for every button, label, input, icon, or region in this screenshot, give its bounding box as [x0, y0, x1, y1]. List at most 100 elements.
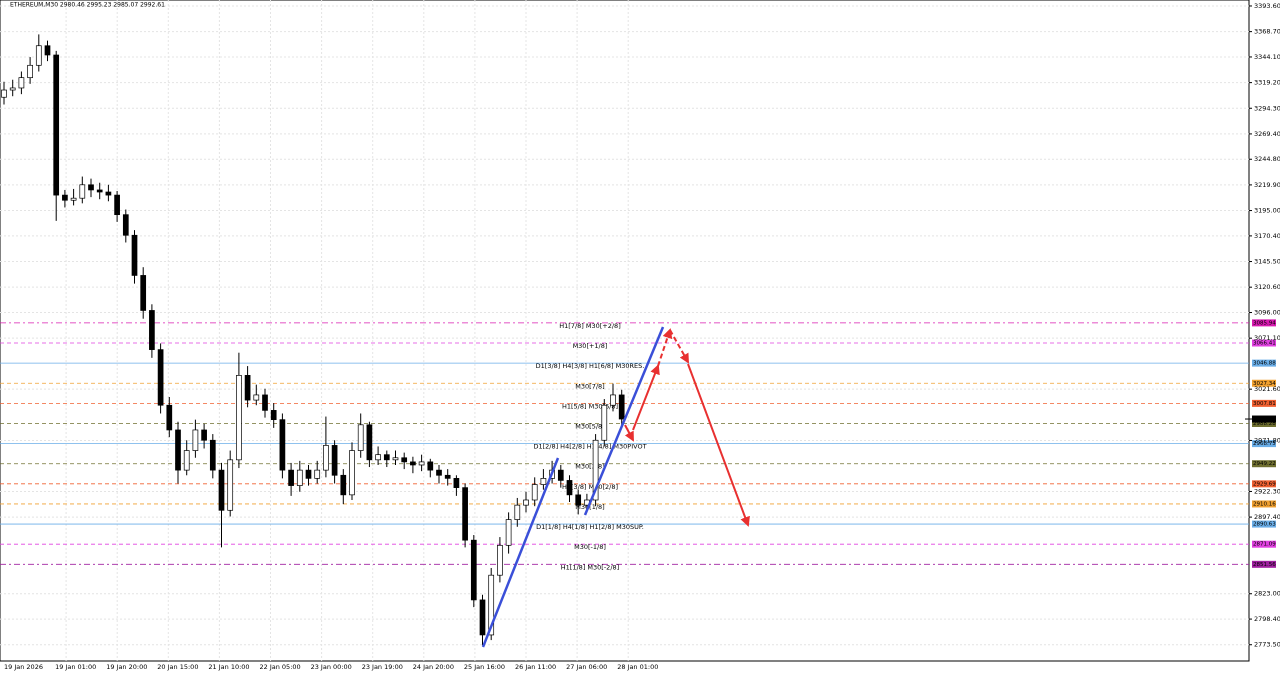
price-tag: [1252, 399, 1276, 407]
y-tick-label: 3071.10: [1254, 334, 1280, 342]
candle-body: [444, 474, 451, 479]
price-tag: [1252, 339, 1276, 347]
candle-body: [105, 191, 112, 196]
candle-body: [575, 494, 582, 506]
y-tick-label: 2971.80: [1254, 436, 1280, 444]
price-tag-label: 2851.56: [1253, 562, 1276, 568]
trend-line: [481, 457, 560, 648]
y-tick-label: 3368.70: [1254, 28, 1280, 36]
candle-body: [592, 439, 599, 501]
y-tick-label: 3294.30: [1254, 104, 1280, 112]
candle-body: [366, 424, 373, 461]
y-tick-label: 3096.00: [1254, 309, 1280, 317]
plot-area: [0, 0, 1250, 662]
candle-body: [96, 189, 103, 193]
candle-body: [340, 474, 347, 496]
arrow: [632, 364, 660, 431]
candle-body: [27, 64, 33, 79]
candle-body: [401, 457, 408, 463]
candle-body: [531, 484, 538, 501]
y-tick-label: 3269.40: [1254, 130, 1280, 138]
price-tag-label: 2949.22: [1253, 461, 1276, 467]
price-tag: [1252, 460, 1276, 468]
candle-body: [357, 424, 364, 451]
candle-body: [314, 469, 321, 479]
y-tick-label: 3170.40: [1254, 232, 1280, 240]
candle-body: [566, 480, 573, 496]
candle-body: [540, 478, 547, 485]
candle-body: [470, 539, 477, 601]
arrow: [687, 363, 750, 527]
candle-body: [157, 349, 164, 406]
price-tag: [1252, 500, 1276, 508]
candle-body: [418, 461, 425, 466]
price-tag-label: 3027.34: [1253, 381, 1276, 387]
candle-body: [244, 375, 251, 401]
candle-body: [183, 450, 190, 471]
candle-body: [410, 461, 416, 466]
y-tick-label: 2823.00: [1254, 590, 1280, 598]
x-tick-label: 20 Jan 15:00: [157, 663, 198, 671]
price-tag: [1252, 540, 1276, 548]
price-tag: [1252, 440, 1276, 448]
candle-body: [497, 544, 503, 576]
level-label: M30[5/8]: [575, 422, 604, 430]
candle-body: [323, 445, 329, 471]
y-tick-label: 3195.00: [1254, 207, 1280, 215]
candle-body: [44, 45, 51, 56]
candle-body: [35, 45, 42, 66]
trend-line: [583, 326, 665, 516]
x-tick-label: 19 Jan 20:00: [106, 663, 147, 671]
price-tag: [1252, 520, 1276, 528]
level-label: H1[1/8] M30[-2/8]: [561, 563, 619, 571]
price-tag-label: 3066.41: [1253, 341, 1276, 347]
candle-body: [218, 469, 225, 511]
arrow: [669, 329, 689, 364]
level-label: D1[3/8] H4[3/8] H1[6/8] M30RES.: [536, 362, 645, 370]
candle-body: [505, 519, 512, 546]
candle-body: [288, 469, 294, 486]
candle-body: [88, 184, 94, 191]
y-tick-label: 3393.60: [1254, 2, 1280, 10]
price-tag-label: 2929.69: [1253, 481, 1276, 487]
price-tag-label: 2910.16: [1253, 501, 1276, 507]
x-tick-label: 24 Jan 20:00: [413, 663, 454, 671]
chart-title: ETHEREUM,M30 2980.46 2995.23 2985.07 299…: [10, 2, 165, 9]
y-tick-label: 3244.80: [1254, 155, 1280, 163]
price-tag-label: 2890.63: [1253, 522, 1276, 528]
candle-body: [262, 394, 268, 411]
x-tick-label: 28 Jan 01:00: [617, 663, 658, 671]
candle-body: [331, 445, 338, 476]
candle-body: [479, 599, 486, 636]
level-label: M30[1/8]: [575, 503, 604, 511]
price-tag-label: 3085.94: [1253, 320, 1276, 326]
y-tick-label: 3145.50: [1254, 258, 1280, 266]
price-tag: [1252, 480, 1276, 488]
x-tick-label: 26 Jan 11:00: [515, 663, 556, 671]
x-tick-label: 19 Jan 2026: [4, 663, 43, 671]
y-tick-label: 3021.60: [1254, 385, 1280, 393]
candle-body: [462, 487, 468, 541]
candle-body: [618, 394, 625, 420]
candle-body: [557, 469, 564, 481]
candle-body: [209, 439, 216, 471]
level-label: H1[3/8] M30[2/8]: [562, 483, 618, 491]
candle-body: [201, 429, 207, 441]
candle-body: [488, 574, 495, 636]
candle-body: [236, 375, 242, 461]
candle-body: [601, 404, 608, 441]
candle-body: [166, 404, 173, 431]
candle-body: [436, 469, 442, 476]
candle-body: [149, 310, 155, 350]
y-tick-label: 2897.40: [1254, 513, 1280, 521]
x-tick-label: 23 Jan 00:00: [311, 663, 352, 671]
candle-body: [610, 394, 616, 406]
candle-body: [523, 499, 529, 506]
candle-body: [9, 87, 16, 91]
candle-body: [349, 450, 355, 496]
price-tag-label: 3007.81: [1253, 401, 1276, 407]
price-tag-label: 2968.75: [1253, 441, 1276, 447]
x-tick-label: 22 Jan 05:00: [260, 663, 301, 671]
candle-body: [62, 194, 68, 201]
candle-body: [131, 234, 138, 276]
